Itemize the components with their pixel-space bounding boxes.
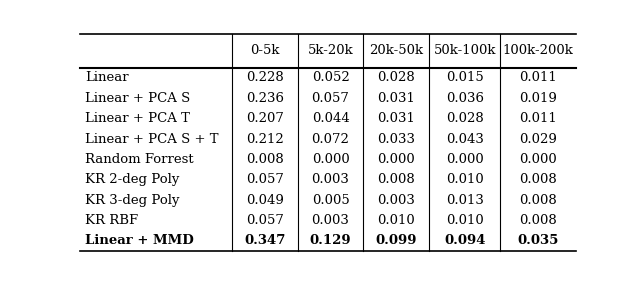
Text: 0.010: 0.010 — [446, 173, 484, 186]
Text: 0.003: 0.003 — [312, 214, 349, 227]
Text: 100k-200k: 100k-200k — [502, 44, 573, 57]
Text: 0.008: 0.008 — [378, 173, 415, 186]
Text: 0.052: 0.052 — [312, 71, 349, 84]
Text: 0.028: 0.028 — [446, 112, 484, 125]
Text: 0.044: 0.044 — [312, 112, 349, 125]
Text: 0.057: 0.057 — [246, 214, 284, 227]
Text: Linear + PCA S: Linear + PCA S — [85, 92, 190, 105]
Text: KR RBF: KR RBF — [85, 214, 138, 227]
Text: 0.013: 0.013 — [445, 193, 484, 207]
Text: Linear + MMD: Linear + MMD — [85, 234, 194, 247]
Text: 0.057: 0.057 — [246, 173, 284, 186]
Text: 0.036: 0.036 — [445, 92, 484, 105]
Text: 0.207: 0.207 — [246, 112, 284, 125]
Text: 0.033: 0.033 — [378, 133, 415, 146]
Text: 0.010: 0.010 — [378, 214, 415, 227]
Text: 0.031: 0.031 — [378, 112, 415, 125]
Text: 0.003: 0.003 — [312, 173, 349, 186]
Text: 0.000: 0.000 — [312, 153, 349, 166]
Text: 0.008: 0.008 — [519, 173, 557, 186]
Text: 0.049: 0.049 — [246, 193, 284, 207]
Text: KR 2-deg Poly: KR 2-deg Poly — [85, 173, 179, 186]
Text: 0.094: 0.094 — [444, 234, 485, 247]
Text: 0.099: 0.099 — [376, 234, 417, 247]
Text: 50k-100k: 50k-100k — [433, 44, 496, 57]
Text: 0.008: 0.008 — [519, 193, 557, 207]
Text: 0.010: 0.010 — [446, 214, 484, 227]
Text: 0.072: 0.072 — [312, 133, 349, 146]
Text: Linear + PCA T: Linear + PCA T — [85, 112, 190, 125]
Text: 0.008: 0.008 — [246, 153, 284, 166]
Text: Random Forrest: Random Forrest — [85, 153, 194, 166]
Text: Linear: Linear — [85, 71, 129, 84]
Text: 0.011: 0.011 — [519, 71, 557, 84]
Text: 0.057: 0.057 — [312, 92, 349, 105]
Text: 0.000: 0.000 — [519, 153, 557, 166]
Text: 5k-20k: 5k-20k — [308, 44, 353, 57]
Text: 20k-50k: 20k-50k — [369, 44, 424, 57]
Text: 0.015: 0.015 — [446, 71, 484, 84]
Text: 0.347: 0.347 — [244, 234, 285, 247]
Text: 0.031: 0.031 — [378, 92, 415, 105]
Text: 0.011: 0.011 — [519, 112, 557, 125]
Text: 0.003: 0.003 — [378, 193, 415, 207]
Text: 0.028: 0.028 — [378, 71, 415, 84]
Text: 0.129: 0.129 — [310, 234, 351, 247]
Text: 0.000: 0.000 — [446, 153, 484, 166]
Text: 0.212: 0.212 — [246, 133, 284, 146]
Text: 0.043: 0.043 — [445, 133, 484, 146]
Text: 0.029: 0.029 — [519, 133, 557, 146]
Text: 0.236: 0.236 — [246, 92, 284, 105]
Text: 0.008: 0.008 — [519, 214, 557, 227]
Text: 0.019: 0.019 — [519, 92, 557, 105]
Text: 0.005: 0.005 — [312, 193, 349, 207]
Text: 0.228: 0.228 — [246, 71, 284, 84]
Text: 0-5k: 0-5k — [250, 44, 280, 57]
Text: KR 3-deg Poly: KR 3-deg Poly — [85, 193, 180, 207]
Text: Linear + PCA S + T: Linear + PCA S + T — [85, 133, 219, 146]
Text: 0.000: 0.000 — [378, 153, 415, 166]
Text: 0.035: 0.035 — [517, 234, 559, 247]
